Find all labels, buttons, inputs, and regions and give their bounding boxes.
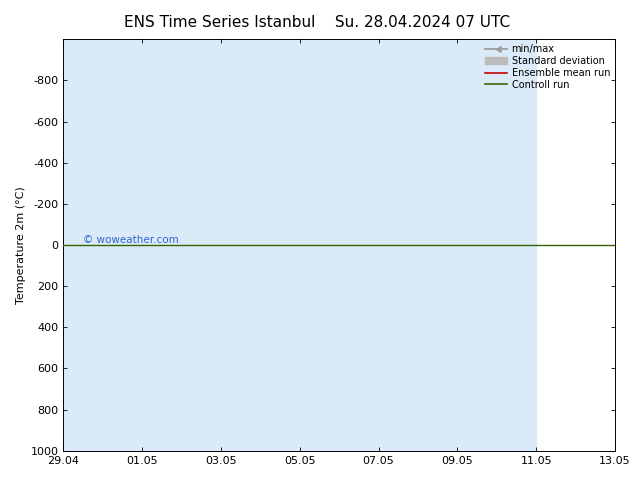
Bar — [63, 39, 103, 451]
Legend: min/max, Standard deviation, Ensemble mean run, Controll run: min/max, Standard deviation, Ensemble me… — [486, 44, 610, 90]
Text: © woweather.com: © woweather.com — [83, 235, 179, 245]
Bar — [142, 39, 536, 451]
Y-axis label: Temperature 2m (°C): Temperature 2m (°C) — [16, 186, 27, 304]
Text: ENS Time Series Istanbul    Su. 28.04.2024 07 UTC: ENS Time Series Istanbul Su. 28.04.2024 … — [124, 15, 510, 30]
Bar — [89, 39, 325, 451]
Bar — [89, 39, 300, 451]
